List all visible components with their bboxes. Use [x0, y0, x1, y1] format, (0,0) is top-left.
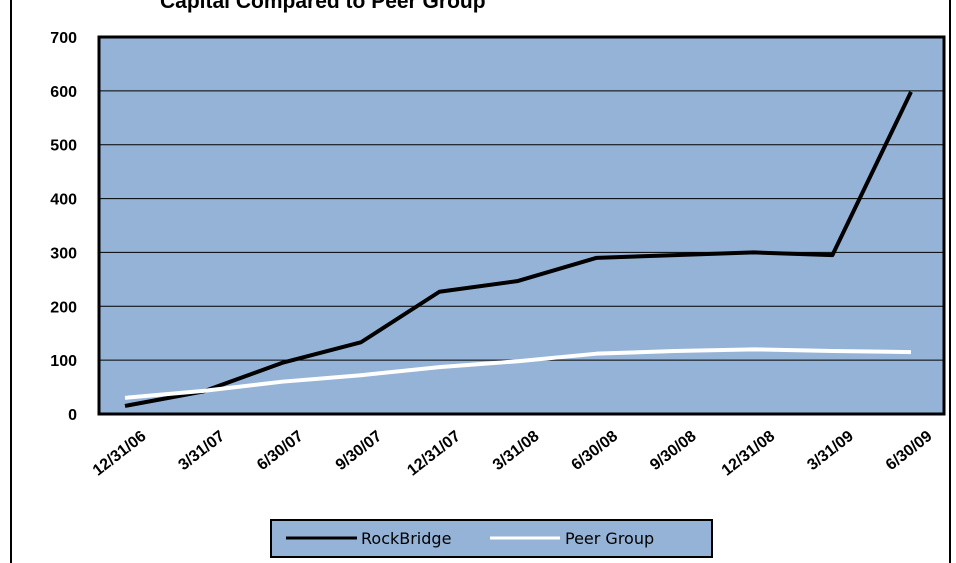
- legend-label-peer-group: Peer Group: [565, 529, 654, 548]
- y-tick-label: 200: [50, 299, 77, 316]
- y-tick-label: 700: [50, 30, 77, 47]
- y-tick-label: 500: [50, 138, 77, 155]
- x-tick-label: 12/31/07: [404, 428, 464, 480]
- y-tick-label: 400: [50, 192, 77, 209]
- series-line-peer-group: [124, 347, 912, 400]
- x-tick-label: 12/31/08: [719, 428, 779, 480]
- y-axis-ticks: 0 100 200 300 400 500 600 700: [50, 30, 77, 424]
- series-lines: [124, 91, 913, 408]
- x-tick-label: 6/30/08: [569, 428, 622, 474]
- y-tick-label: 100: [50, 353, 77, 370]
- x-tick-label: 3/31/07: [176, 428, 229, 474]
- x-tick-label: 12/31/06: [90, 428, 150, 480]
- legend-label-rockbridge: RockBridge: [361, 529, 451, 548]
- y-tick-label: 0: [68, 407, 77, 424]
- series-line-rockbridge: [124, 91, 913, 408]
- x-tick-label: 6/30/07: [254, 428, 307, 474]
- x-tick-label: 9/30/08: [647, 428, 700, 474]
- x-tick-label: 6/30/09: [883, 428, 936, 474]
- y-tick-label: 600: [50, 84, 77, 101]
- chart-title: Capital Compared to Peer Group: [160, 0, 486, 13]
- x-tick-label: 3/31/08: [490, 428, 543, 474]
- y-tick-label: 300: [50, 245, 77, 262]
- plot-area: [97, 35, 946, 416]
- legend: RockBridge Peer Group: [270, 519, 713, 558]
- x-tick-label: 3/31/09: [804, 428, 857, 474]
- x-tick-label: 9/30/07: [333, 428, 386, 474]
- x-axis-ticks: 12/31/06 3/31/07 6/30/07 9/30/07 12/31/07 3/3…: [90, 428, 936, 480]
